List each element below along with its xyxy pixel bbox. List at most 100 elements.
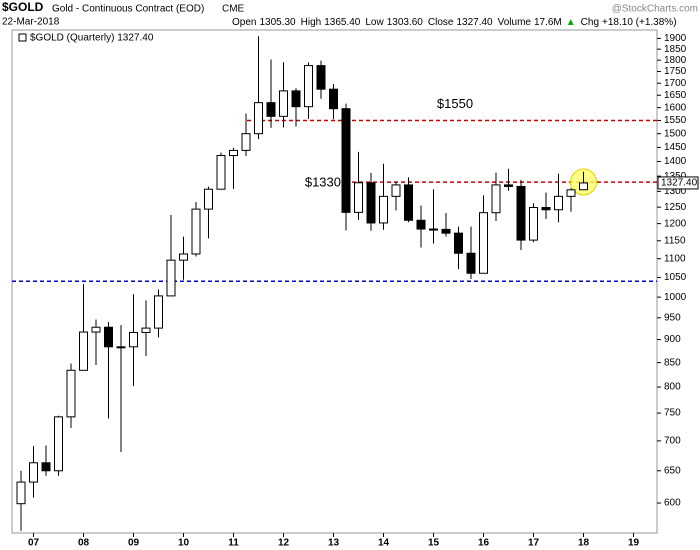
stat-value: 1327.40 xyxy=(456,17,493,28)
y-tick-label: 1350 xyxy=(664,171,687,182)
candle-body xyxy=(304,65,313,108)
last-price-box xyxy=(657,176,699,190)
y-tick-label: 1400 xyxy=(664,156,687,167)
y-tick-label: 900 xyxy=(664,334,681,345)
candle-body xyxy=(66,369,76,418)
level-label: $1330 xyxy=(305,175,341,190)
candle-body xyxy=(516,185,526,241)
stat-value: 17.6M xyxy=(534,17,562,28)
stat-label: Open xyxy=(232,17,256,28)
y-tick-label: 1850 xyxy=(664,44,687,55)
x-tick-label: 10 xyxy=(178,538,190,549)
candle-body xyxy=(391,184,401,197)
y-tick-label: 1500 xyxy=(664,128,687,139)
x-tick-label: 13 xyxy=(328,538,340,549)
exchange: CME xyxy=(222,4,245,15)
y-tick-label: 850 xyxy=(664,357,681,368)
candle-body xyxy=(566,189,576,197)
candle-body xyxy=(29,462,38,483)
candle-body xyxy=(216,154,226,190)
candle-body xyxy=(466,252,476,274)
stat-label: Chg xyxy=(581,17,599,28)
y-tick-label: 1200 xyxy=(664,218,687,229)
candle-body xyxy=(529,206,538,241)
x-tick-label: 08 xyxy=(78,538,90,549)
candle-body xyxy=(341,108,351,213)
legend: $GOLD (Quarterly) 1327.40 xyxy=(30,33,154,44)
candle-body xyxy=(454,232,463,254)
y-tick-label: 600 xyxy=(664,498,681,509)
x-tick-label: 18 xyxy=(578,538,590,549)
candle-body xyxy=(41,462,51,472)
stat-value: 1365.40 xyxy=(324,17,361,28)
candle-body xyxy=(141,327,151,333)
candle-body xyxy=(441,228,451,234)
candle-body xyxy=(54,416,63,472)
y-tick-label: 1250 xyxy=(664,202,687,213)
watermark: @StockCharts.com xyxy=(612,4,698,15)
x-tick-label: 11 xyxy=(228,538,239,549)
x-tick-label: 12 xyxy=(278,538,290,549)
stat-label: Volume xyxy=(498,17,532,28)
x-tick-label: 15 xyxy=(428,538,440,549)
date: 22-Mar-2018 xyxy=(2,17,60,28)
y-tick-label: 1750 xyxy=(664,66,687,77)
x-tick-label: 19 xyxy=(628,538,640,549)
candle-body xyxy=(329,88,338,110)
y-tick-label: 700 xyxy=(664,436,681,447)
y-tick-label: 1550 xyxy=(664,115,687,126)
candle-body xyxy=(366,182,376,224)
candle-body xyxy=(229,149,238,156)
candle-body xyxy=(504,184,513,187)
candle-body xyxy=(266,102,276,117)
candle-body xyxy=(379,195,388,224)
y-tick-label: 1000 xyxy=(664,292,687,303)
candle-body xyxy=(291,90,301,108)
stat-label: Low xyxy=(365,17,384,28)
y-tick-label: 1100 xyxy=(664,253,686,264)
candle-body xyxy=(579,182,588,191)
x-tick-label: 07 xyxy=(28,538,40,549)
up-arrow: ▲ xyxy=(566,17,576,28)
chart-title: $GOLD xyxy=(2,0,44,14)
candle-body xyxy=(316,65,326,90)
chart-subtitle: Gold - Continuous Contract (EOD) xyxy=(52,4,204,15)
candle-body xyxy=(129,331,138,348)
candle-body xyxy=(541,206,551,211)
y-tick-label: 1050 xyxy=(664,272,687,283)
candle-body xyxy=(354,182,363,213)
candle-body xyxy=(79,331,88,371)
stats: Open 1305.30 High 1365.40 Low 1303.60 Close 132… xyxy=(232,17,677,28)
candle-body xyxy=(479,212,488,274)
x-tick-label: 09 xyxy=(128,538,140,549)
candle-body xyxy=(554,195,563,211)
stat-label: Close xyxy=(428,17,454,28)
y-tick-label: 1800 xyxy=(664,55,687,66)
candle-body xyxy=(16,481,26,505)
stat-label: High xyxy=(301,17,322,28)
candle-body xyxy=(116,346,126,349)
candle-body xyxy=(491,184,501,214)
stat-value: 1303.60 xyxy=(387,17,424,28)
x-tick-label: 14 xyxy=(378,538,390,549)
candle-body xyxy=(416,219,426,230)
candle-body xyxy=(404,184,413,221)
legend-swatch xyxy=(18,33,27,42)
candle-body xyxy=(204,188,213,210)
y-tick-label: 1150 xyxy=(664,235,686,246)
y-tick-label: 950 xyxy=(664,312,681,323)
y-tick-label: 1600 xyxy=(664,102,687,113)
candle-body xyxy=(91,326,101,333)
candle-body xyxy=(241,133,251,151)
candle-body xyxy=(191,208,201,255)
candle-body xyxy=(279,90,288,117)
y-tick-label: 1900 xyxy=(664,33,687,44)
candle-body xyxy=(429,228,438,231)
candle-body xyxy=(104,326,113,348)
y-tick-label: 1700 xyxy=(664,78,687,89)
x-tick-label: 17 xyxy=(528,538,540,549)
y-tick-label: 1650 xyxy=(664,90,687,101)
y-tick-label: 1450 xyxy=(664,142,687,153)
y-tick-label: 750 xyxy=(664,408,681,419)
